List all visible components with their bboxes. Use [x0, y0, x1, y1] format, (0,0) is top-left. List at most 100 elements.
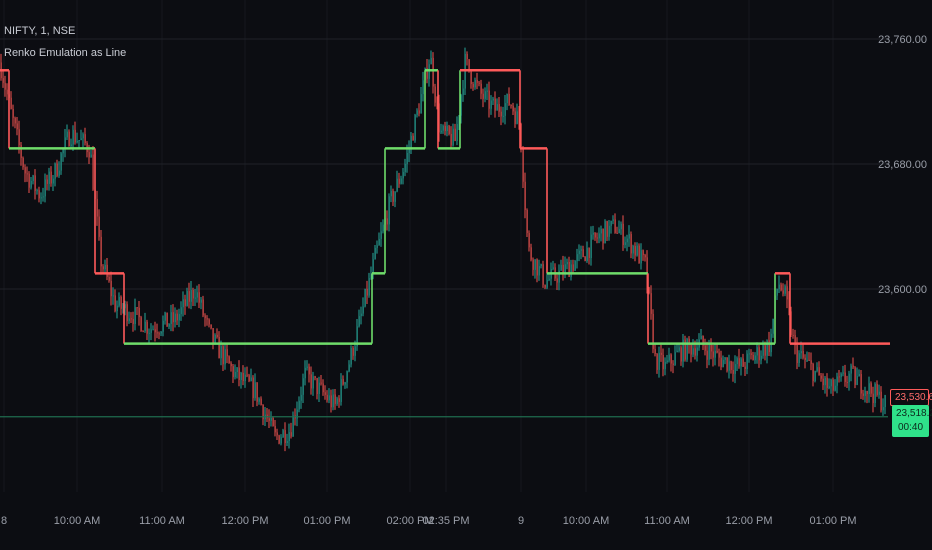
candle-body	[734, 364, 736, 374]
candle-body	[282, 430, 284, 438]
candle-body	[688, 338, 690, 345]
candle-body	[236, 367, 238, 373]
candle-body	[582, 249, 584, 257]
price-tick-label: 23,680.00	[878, 159, 927, 171]
candle-body	[26, 173, 28, 175]
candle-body	[136, 307, 138, 309]
candle-body	[56, 163, 58, 176]
candle-body	[864, 390, 866, 396]
candle-body	[486, 90, 488, 92]
time-axis[interactable]: 8 10:00 AM 11:00 AM 12:00 PM 01:00 PM 02:00 P…	[1, 515, 857, 527]
renko-value-tag: 23,530.60	[890, 389, 932, 407]
candle-body	[212, 328, 214, 343]
candle-body	[432, 57, 434, 87]
candle-body	[422, 80, 424, 95]
candle-body	[224, 349, 226, 365]
candle-body	[778, 284, 780, 289]
candle-body	[248, 375, 250, 381]
candle-body	[564, 264, 566, 275]
candle-body	[304, 367, 306, 379]
candle-body	[504, 103, 506, 116]
candle-body	[418, 110, 420, 114]
candle-body	[832, 379, 834, 391]
time-tick-label: 02:00 PM	[386, 515, 433, 527]
candle-body	[18, 129, 20, 146]
candle-body	[22, 157, 24, 168]
candle-body	[242, 372, 244, 382]
candle-body	[548, 278, 550, 280]
candle-body	[366, 288, 368, 296]
candle-body	[192, 289, 194, 299]
candle-body	[704, 345, 706, 351]
candle-body	[298, 400, 300, 410]
candle-body	[444, 125, 446, 132]
candle-body	[278, 435, 280, 444]
candle-body	[404, 163, 406, 173]
candle-body	[164, 312, 166, 321]
candle-body	[670, 354, 672, 364]
candle-body	[784, 286, 786, 294]
candle-body	[820, 375, 822, 379]
symbol-legend[interactable]: NIFTY, 1, NSE	[4, 25, 76, 37]
candle-body	[664, 362, 666, 370]
candle-body	[640, 250, 642, 264]
candle-body	[796, 345, 798, 363]
candle-body	[220, 346, 222, 359]
candle-body	[790, 311, 792, 335]
candle-body	[148, 332, 150, 334]
candle-body	[24, 167, 26, 174]
candle-body	[532, 259, 534, 270]
candle-body	[28, 173, 30, 188]
candle-body	[824, 377, 826, 386]
candle-body	[860, 374, 862, 394]
candle-body	[544, 284, 546, 288]
candle-body	[284, 430, 286, 444]
candle-body	[660, 352, 662, 355]
candle-body	[352, 347, 354, 356]
candle-body	[520, 123, 522, 149]
candle-body	[558, 270, 560, 283]
candle-body	[362, 306, 364, 314]
price-axis[interactable]: 23,760.00 23,680.00 23,600.00	[878, 34, 927, 296]
candle-body	[592, 232, 594, 235]
candle-body	[722, 359, 724, 368]
candle-body	[222, 346, 224, 365]
candle-body	[356, 326, 358, 347]
candle-body	[166, 312, 168, 327]
candle-body	[650, 293, 652, 314]
candle-body	[606, 221, 608, 237]
candle-body	[368, 278, 370, 296]
candle-body	[174, 313, 176, 323]
candle-body	[730, 361, 732, 370]
candle-body	[390, 190, 392, 197]
candle-body	[386, 218, 388, 225]
candle-body	[512, 105, 514, 112]
candle-body	[542, 264, 544, 285]
candle-body	[240, 372, 242, 381]
candle-body	[160, 331, 162, 334]
candle-body	[138, 307, 140, 318]
candle-body	[204, 315, 206, 319]
candle-body	[288, 432, 290, 442]
candle-body	[484, 91, 486, 99]
candle-body	[414, 114, 416, 141]
candle-body	[452, 128, 454, 146]
candle-body	[838, 376, 840, 378]
last-price-tag: 23,518.20 00:40	[892, 404, 932, 437]
candle-body	[826, 377, 828, 388]
candle-body	[768, 340, 770, 353]
candle-body	[118, 296, 120, 306]
indicator-legend[interactable]: Renko Emulation as Line	[4, 47, 127, 59]
candle-body	[200, 299, 202, 303]
candle-body	[868, 383, 870, 395]
time-tick-label: 11:00 AM	[139, 515, 185, 527]
candle-body	[270, 417, 272, 421]
candle-body	[802, 350, 804, 358]
candle-body	[758, 347, 760, 361]
candle-body	[132, 318, 134, 325]
candle-body	[462, 88, 464, 96]
candle-body	[38, 190, 40, 199]
candle-body	[882, 407, 884, 411]
candle-body	[342, 379, 344, 385]
